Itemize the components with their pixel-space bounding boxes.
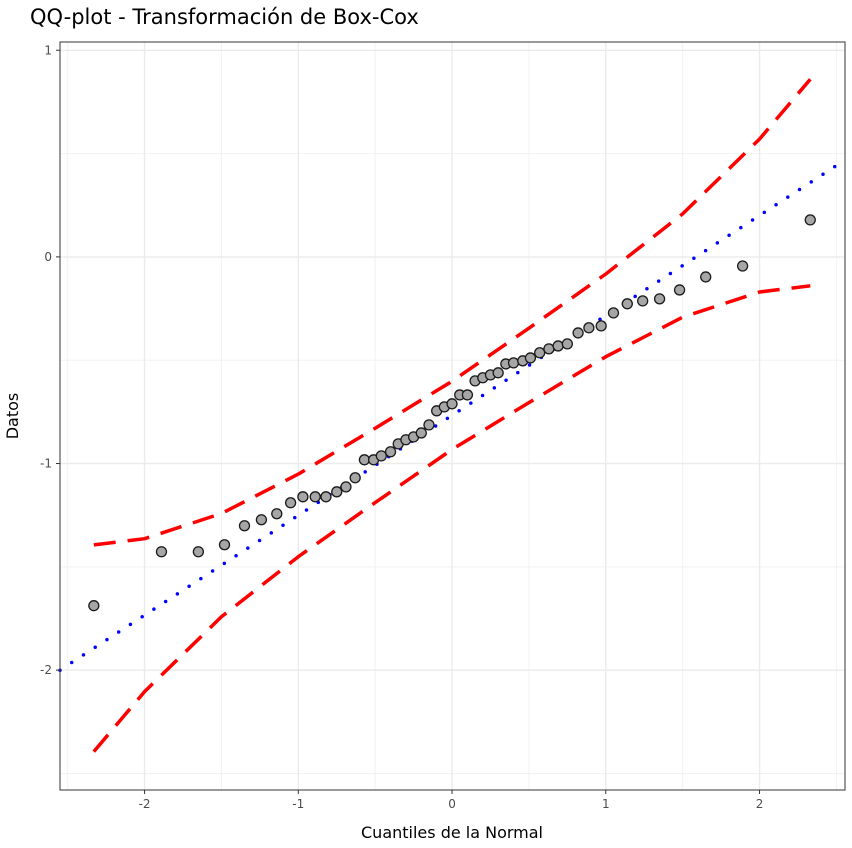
- y-axis-label: Datos: [3, 393, 22, 440]
- data-point: [384, 446, 397, 458]
- data-point: [572, 327, 584, 339]
- y-tick-label: 1: [44, 43, 52, 57]
- data-point: [653, 293, 666, 305]
- chart-title: QQ-plot - Transformación de Box-Cox: [30, 5, 419, 29]
- data-point: [507, 357, 520, 369]
- data-point: [583, 322, 595, 334]
- data-point: [320, 491, 332, 503]
- data-point: [358, 454, 371, 466]
- y-tick-label: 0: [44, 250, 52, 264]
- x-axis-ticks: -2 -1 0 1 2: [139, 790, 764, 811]
- data-point: [561, 338, 573, 350]
- data-point: [595, 320, 607, 332]
- x-tick-label: 1: [602, 797, 610, 811]
- data-point: [492, 367, 504, 379]
- data-point: [331, 486, 343, 498]
- data-point: [309, 491, 321, 503]
- envelope-upper-line: [93, 78, 812, 547]
- data-point: [375, 450, 387, 462]
- data-point: [340, 481, 352, 493]
- data-point: [446, 398, 458, 410]
- data-point: [621, 298, 633, 310]
- data-point: [534, 347, 546, 359]
- data-point: [461, 389, 474, 401]
- data-point: [349, 472, 361, 484]
- data-point: [673, 284, 686, 296]
- data-point: [423, 419, 435, 431]
- data-point: [238, 520, 251, 532]
- data-point: [297, 491, 309, 503]
- data-point: [255, 514, 268, 526]
- x-axis-label: Cuantiles de la Normal: [361, 823, 543, 842]
- data-point: [736, 260, 749, 272]
- data-point: [192, 546, 205, 558]
- data-point: [700, 271, 712, 283]
- data-point: [552, 340, 564, 352]
- x-tick-label: -1: [292, 797, 304, 811]
- data-points: [88, 214, 816, 612]
- data-point: [637, 295, 649, 307]
- confidence-envelope: [92, 78, 812, 753]
- data-point: [804, 214, 816, 226]
- grid: [60, 42, 845, 790]
- envelope-lower-line: [92, 284, 811, 753]
- data-point: [218, 539, 231, 551]
- y-tick-label: -2: [40, 663, 52, 677]
- data-point: [415, 427, 427, 439]
- y-tick-label: -1: [40, 457, 52, 471]
- x-tick-label: 2: [756, 797, 764, 811]
- data-point: [284, 497, 297, 509]
- y-axis-ticks: -2 -1 0 1: [40, 43, 60, 677]
- data-point: [524, 352, 537, 364]
- x-tick-label: -2: [139, 797, 151, 811]
- data-point: [88, 600, 100, 612]
- x-tick-label: 0: [448, 797, 456, 811]
- data-point: [155, 546, 168, 558]
- data-point: [607, 307, 620, 319]
- data-point: [271, 508, 283, 520]
- data-point: [543, 343, 555, 355]
